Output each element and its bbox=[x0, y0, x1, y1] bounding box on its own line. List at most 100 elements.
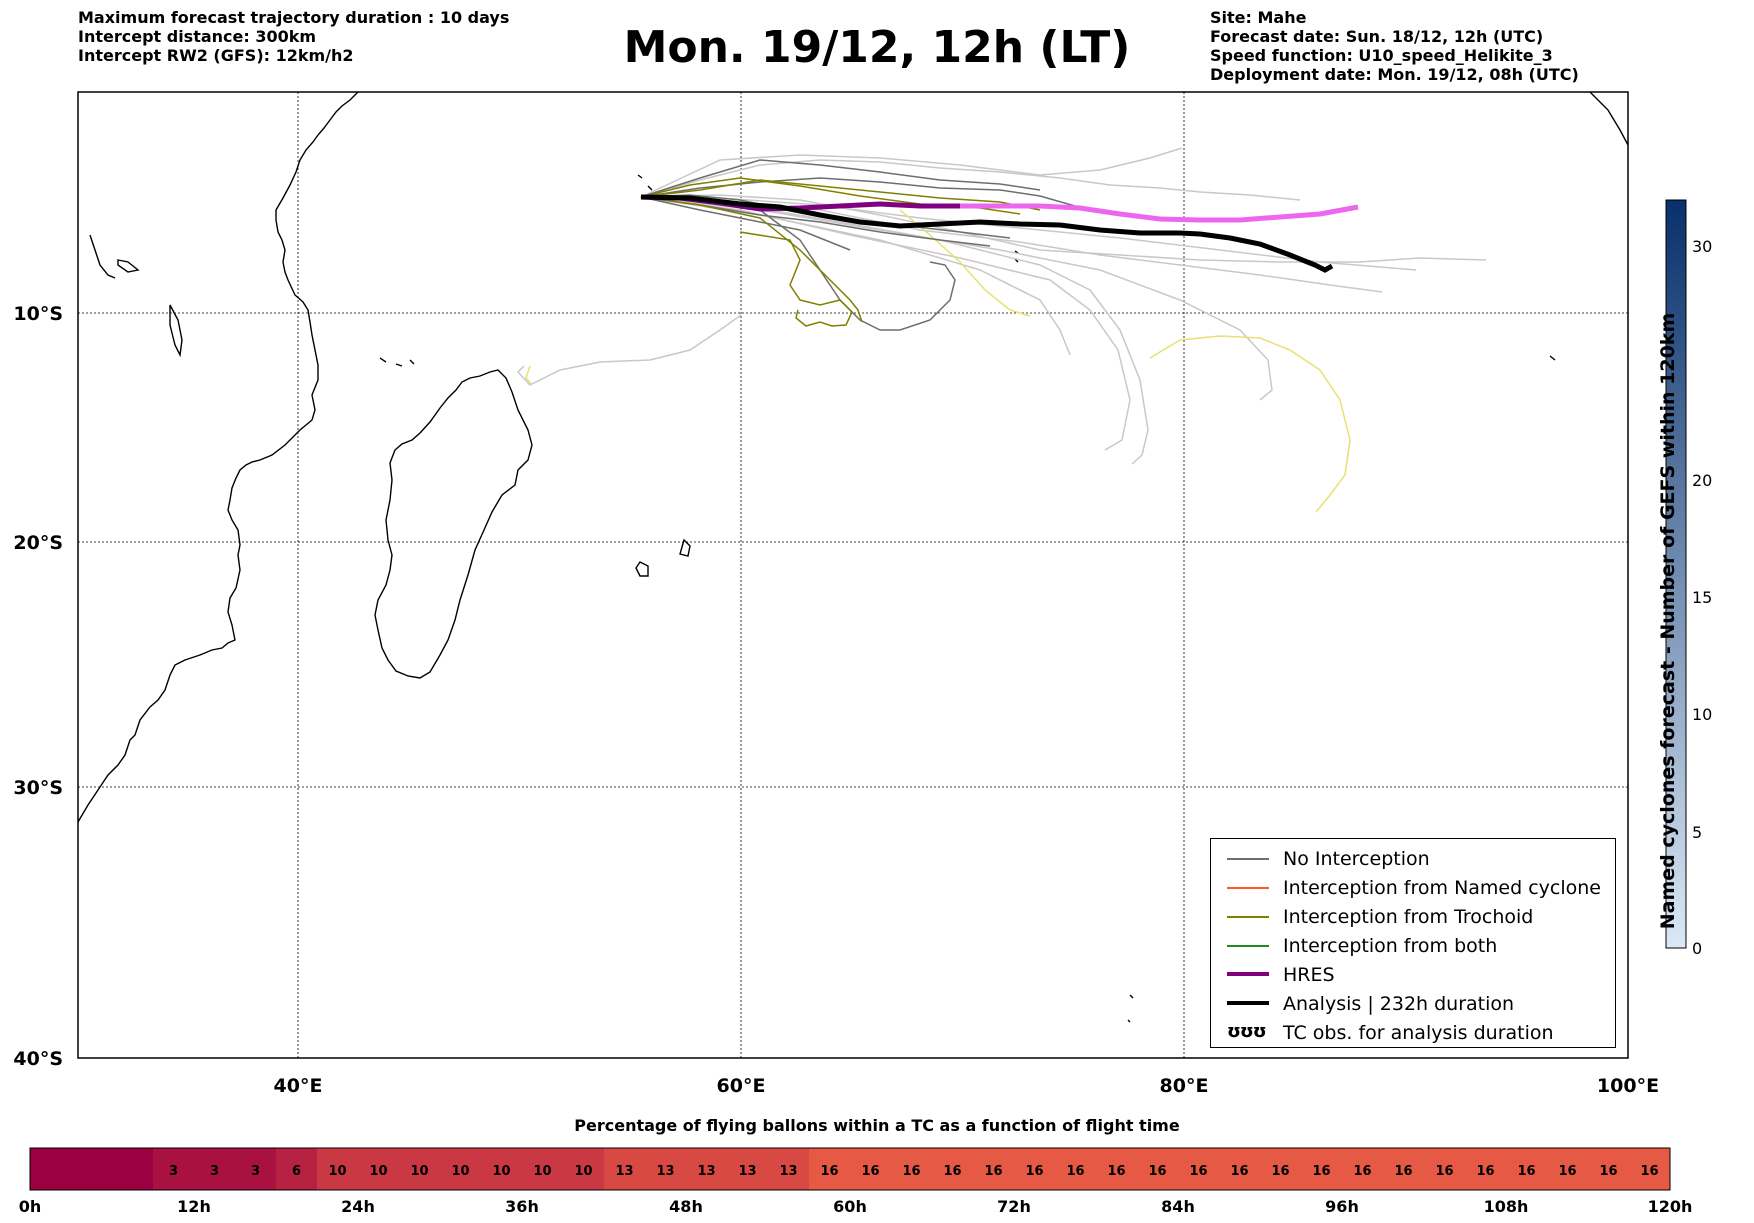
tc-percentage-cell bbox=[563, 1148, 605, 1190]
tc-time-label: 72h bbox=[997, 1197, 1031, 1216]
tc-percentage-cell bbox=[481, 1148, 523, 1190]
meta-speed-function: Speed function: U10_speed_Helikite_3 bbox=[1210, 46, 1553, 65]
tc-percentage-value: 16 bbox=[1148, 1164, 1166, 1179]
tc-percentage-cell bbox=[1301, 1148, 1343, 1190]
tc-percentage-value: 13 bbox=[656, 1164, 674, 1179]
gefs-tick-20: 20 bbox=[1692, 471, 1712, 490]
tc-time-label: 12h bbox=[177, 1197, 211, 1216]
legend-label: HRES bbox=[1283, 964, 1335, 986]
lat-label-30s: 30°S bbox=[13, 777, 63, 799]
tc-percentage-cell bbox=[1383, 1148, 1425, 1190]
tc-time-label: 120h bbox=[1648, 1197, 1693, 1216]
coastlines bbox=[77, 91, 1629, 1023]
legend-swatch bbox=[1227, 887, 1269, 889]
tc-percentage-cell bbox=[235, 1148, 277, 1190]
legend-named-cyclone: Interception from Named cyclone bbox=[1219, 874, 1609, 902]
no-interception-trajectories bbox=[640, 159, 1076, 331]
tc-symbol-icon: ʊʊʊ bbox=[1227, 1021, 1267, 1042]
tc-percentage-value: 3 bbox=[210, 1164, 219, 1179]
legend-both: Interception from both bbox=[1219, 932, 1609, 960]
tc-percentage-cell bbox=[276, 1148, 318, 1190]
mauritius-island bbox=[635, 561, 649, 577]
amsterdam-islands bbox=[1127, 994, 1134, 1023]
tc-percentage-cell bbox=[604, 1148, 646, 1190]
gefs-tick-0: 0 bbox=[1692, 939, 1702, 958]
tc-percentage-cell bbox=[153, 1148, 195, 1190]
gefs-colorbar bbox=[1665, 199, 1687, 949]
hres-trajectory-end bbox=[960, 203, 1359, 223]
tc-percentage-cell bbox=[194, 1148, 236, 1190]
light-trajectory bbox=[640, 196, 1149, 465]
tc-percentage-cell bbox=[112, 1148, 154, 1190]
tc-percentage-value: 16 bbox=[1189, 1164, 1207, 1179]
meta-site: Site: Mahe bbox=[1210, 8, 1307, 27]
socotra-island bbox=[117, 259, 140, 273]
arabia-coast-fragment bbox=[89, 234, 116, 279]
map-frame bbox=[77, 91, 1629, 1059]
tc-percentage-cell bbox=[522, 1148, 564, 1190]
forecast-parameters: Maximum forecast trajectory duration : 1… bbox=[78, 8, 509, 65]
mafia-island bbox=[169, 304, 183, 358]
legend-label: No Interception bbox=[1283, 848, 1430, 870]
tc-percentage-cell bbox=[399, 1148, 441, 1190]
legend-swatch bbox=[1227, 858, 1269, 860]
tc-percentage-value: 10 bbox=[369, 1164, 387, 1179]
tc-percentage-value: 13 bbox=[738, 1164, 756, 1179]
tc-time-label: 96h bbox=[1325, 1197, 1359, 1216]
legend-analysis: Analysis | 232h duration bbox=[1219, 990, 1609, 1018]
tc-percentage-cell bbox=[1629, 1148, 1671, 1190]
tc-percentage-cell bbox=[1260, 1148, 1302, 1190]
tc-percentage-value: 10 bbox=[328, 1164, 346, 1179]
gefs-tick-10: 10 bbox=[1692, 705, 1712, 724]
gefs-colorbar-ticks: 0 5 10 15 20 30 bbox=[1692, 237, 1712, 958]
tc-percentage-cell bbox=[30, 1148, 72, 1190]
sumatra-coast-fragment bbox=[1589, 91, 1629, 146]
legend-swatch bbox=[1227, 916, 1269, 918]
africa-coastline bbox=[77, 91, 359, 823]
gefs-tick-30: 30 bbox=[1692, 237, 1712, 256]
tc-percentage-value: 10 bbox=[574, 1164, 592, 1179]
tc-percentage-value: 16 bbox=[1394, 1164, 1412, 1179]
tc-percentage-value: 16 bbox=[1558, 1164, 1576, 1179]
tc-percentage-cell bbox=[891, 1148, 933, 1190]
tc-percentage-cell bbox=[358, 1148, 400, 1190]
tc-percentage-value: 16 bbox=[984, 1164, 1002, 1179]
tc-percentage-value: 10 bbox=[451, 1164, 469, 1179]
legend-label: Analysis | 232h duration bbox=[1283, 993, 1515, 1015]
tc-percentage-value: 10 bbox=[410, 1164, 428, 1179]
light-trajectory bbox=[640, 196, 1383, 293]
legend-trochoid: Interception from Trochoid bbox=[1219, 903, 1609, 931]
lon-label-40e: 40°E bbox=[274, 1075, 323, 1097]
tc-time-label: 108h bbox=[1484, 1197, 1529, 1216]
legend-label: Interception from Trochoid bbox=[1283, 906, 1534, 928]
yellow-trajectories bbox=[525, 209, 1351, 513]
tc-percentage-value: 16 bbox=[1599, 1164, 1617, 1179]
tc-percentage-value: 10 bbox=[533, 1164, 551, 1179]
legend-no-interception: No Interception bbox=[1219, 845, 1609, 873]
tc-percentage-cell bbox=[1219, 1148, 1261, 1190]
tc-percentage-cell bbox=[1547, 1148, 1589, 1190]
tc-percentage-cell bbox=[1055, 1148, 1097, 1190]
tc-time-label: 36h bbox=[505, 1197, 539, 1216]
tc-time-label: 84h bbox=[1161, 1197, 1195, 1216]
legend-hres: HRES bbox=[1219, 961, 1609, 989]
tc-percentage-cell bbox=[727, 1148, 769, 1190]
lat-label-40s: 40°S bbox=[13, 1048, 63, 1070]
map-title: Mon. 19/12, 12h (LT) bbox=[623, 22, 1131, 73]
tc-percentage-value: 16 bbox=[1312, 1164, 1330, 1179]
lon-label-60e: 60°E bbox=[717, 1075, 766, 1097]
meta-deployment-date: Deployment date: Mon. 19/12, 08h (UTC) bbox=[1210, 65, 1579, 84]
light-trajectory bbox=[640, 196, 1273, 401]
tc-percentage-value: 16 bbox=[1435, 1164, 1453, 1179]
tc-percentage-value: 16 bbox=[943, 1164, 961, 1179]
tc-percentage-cell bbox=[1424, 1148, 1466, 1190]
yellow-trajectory bbox=[899, 209, 1031, 317]
analysis-trajectory bbox=[640, 194, 1334, 273]
lat-label-10s: 10°S bbox=[13, 303, 63, 325]
light-trajectory bbox=[640, 159, 1301, 201]
light-trajectory bbox=[516, 314, 742, 386]
tc-percentage-cell bbox=[1178, 1148, 1220, 1190]
trochoid-loop-trajectory bbox=[739, 231, 853, 327]
light-trajectory bbox=[640, 196, 1131, 451]
